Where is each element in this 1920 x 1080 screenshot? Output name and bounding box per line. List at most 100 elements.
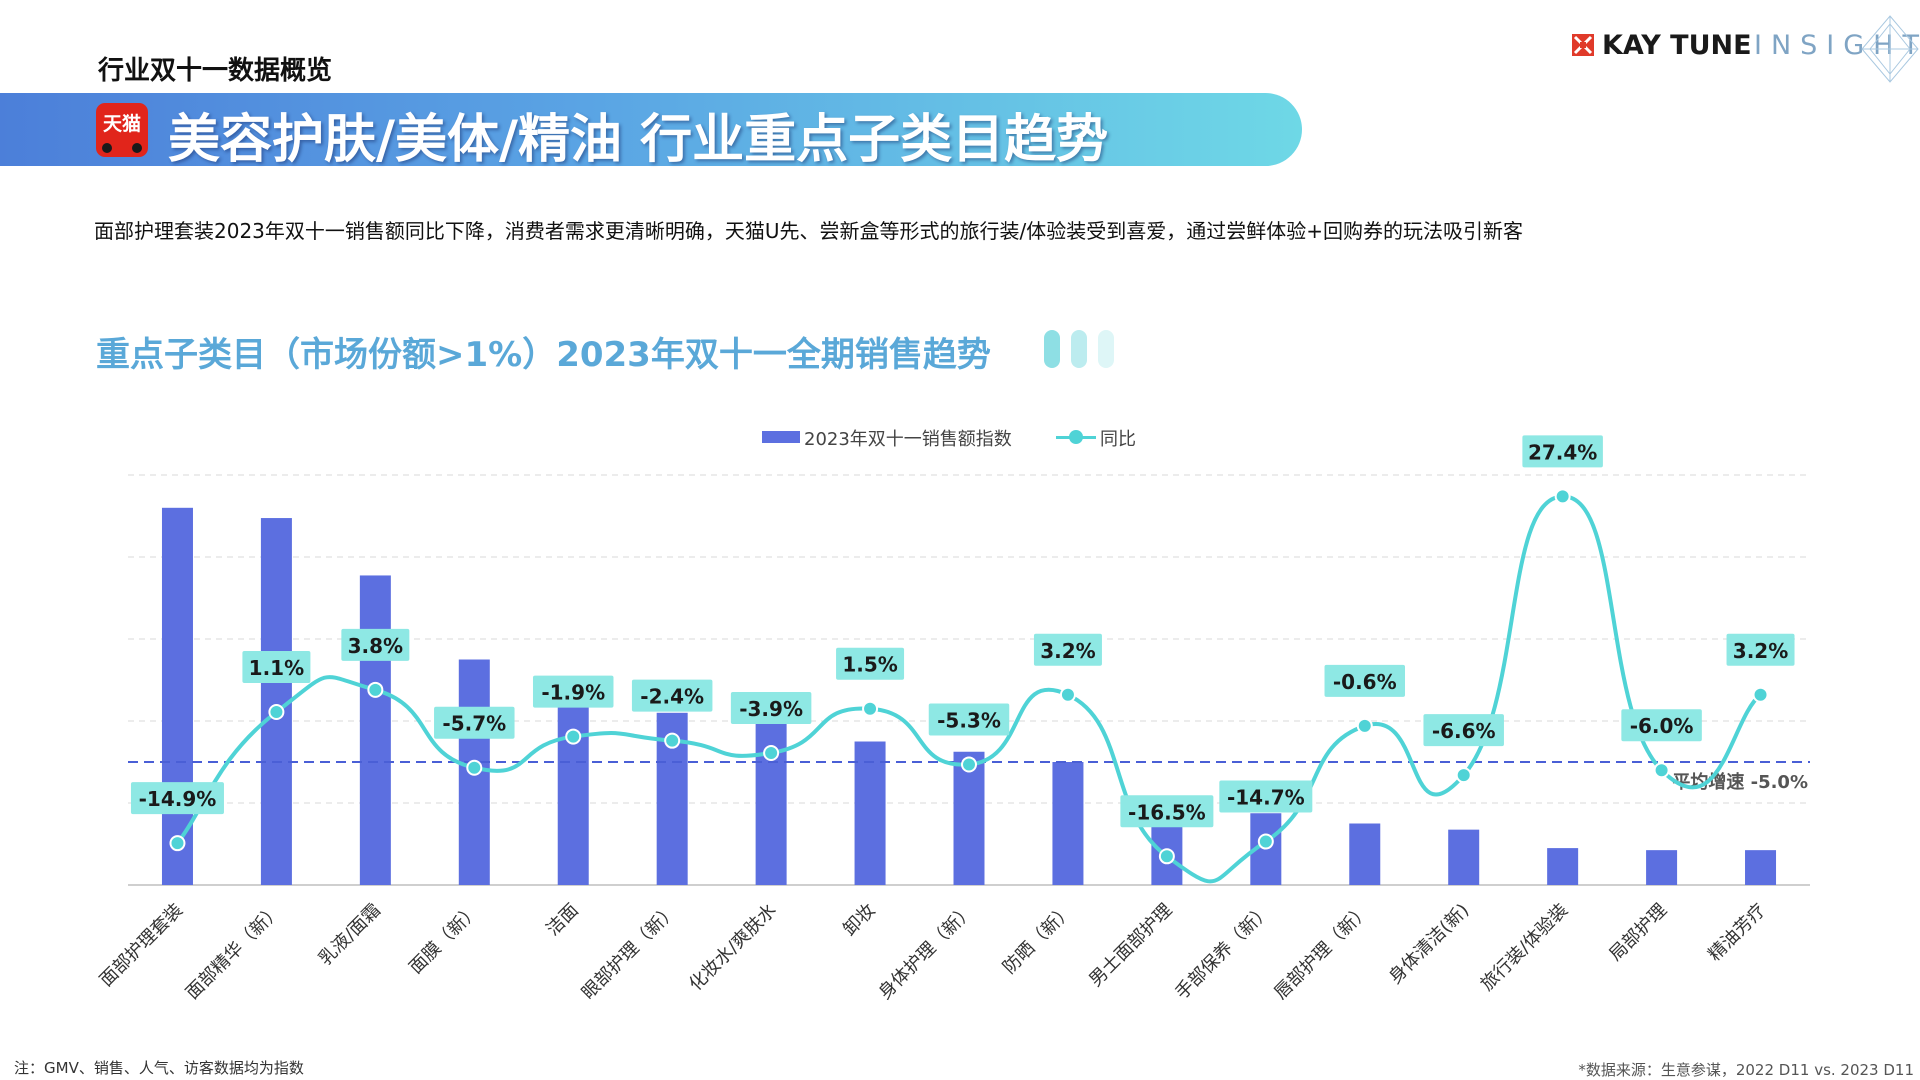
yoy-label-bg-14 bbox=[1522, 435, 1603, 468]
bar-7 bbox=[854, 741, 886, 885]
heading-pill-3 bbox=[1098, 330, 1114, 368]
brand-name: KAY TUNE bbox=[1602, 30, 1752, 61]
yoy-label-bg-15 bbox=[1621, 709, 1702, 742]
yoy-label-bg-13 bbox=[1423, 714, 1504, 747]
yoy-point-9 bbox=[1059, 686, 1076, 703]
heading-pill-1 bbox=[1044, 330, 1060, 368]
yoy-label-bg-6 bbox=[730, 691, 812, 724]
yoy-point-7 bbox=[862, 700, 879, 717]
bar-16 bbox=[1745, 850, 1777, 885]
yoy-label-bg-5 bbox=[631, 679, 713, 712]
yoy-label-1: 1.1% bbox=[249, 656, 304, 680]
x-tick-label-8: 身体护理（新） bbox=[875, 900, 979, 1004]
yoy-label-8: -5.3% bbox=[937, 708, 1001, 732]
yoy-label-14: 27.4% bbox=[1528, 440, 1597, 464]
yoy-label-bg-2 bbox=[341, 628, 410, 661]
yoy-label-bg-12 bbox=[1324, 664, 1406, 697]
yoy-label-5: -2.4% bbox=[640, 685, 704, 709]
yoy-point-8 bbox=[961, 756, 977, 773]
bar-14 bbox=[1547, 848, 1579, 885]
bar-13 bbox=[1448, 829, 1480, 885]
yoy-label-bg-1 bbox=[242, 650, 311, 683]
x-tick-label-12: 唇部护理（新） bbox=[1270, 900, 1374, 1004]
yoy-label-3: -5.7% bbox=[442, 712, 506, 736]
bar-2 bbox=[359, 575, 391, 885]
yoy-point-1 bbox=[268, 703, 285, 720]
yoy-point-12 bbox=[1356, 717, 1373, 734]
banner-title: 美容护肤/美体/精油 行业重点子类目趋势 bbox=[168, 110, 1109, 170]
yoy-label-bg-8 bbox=[928, 703, 1010, 736]
yoy-label-bg-7 bbox=[836, 647, 905, 680]
brand-deco-icon bbox=[1861, 15, 1919, 83]
bar-12 bbox=[1349, 823, 1381, 885]
yoy-label-7: 1.5% bbox=[842, 653, 897, 677]
x-tick-label-15: 局部护理 bbox=[1605, 900, 1671, 966]
yoy-label-2: 3.8% bbox=[348, 634, 403, 658]
legend-bar-label: 2023年双十一销售额指数 bbox=[804, 429, 1012, 450]
section-label: 行业双十一数据概览 bbox=[98, 56, 333, 86]
tmall-logo-eye-right bbox=[132, 143, 142, 153]
legend-line-dot bbox=[1069, 430, 1083, 444]
yoy-label-bg-0 bbox=[130, 782, 224, 815]
brand-logo: KAY TUNE INSIGHTS bbox=[1560, 15, 1920, 83]
data-source: *数据来源：生意参谋，2022 D11 vs. 2023 D11 bbox=[1578, 1061, 1914, 1079]
x-tick-label-3: 面膜（新） bbox=[405, 900, 483, 978]
yoy-point-14 bbox=[1554, 488, 1571, 505]
yoy-label-bg-10 bbox=[1120, 795, 1214, 828]
yoy-point-2 bbox=[367, 681, 384, 698]
legend-line-label: 同比 bbox=[1100, 429, 1136, 450]
x-tick-label-6: 化妆水/爽肤水 bbox=[685, 900, 781, 996]
x-tick-label-4: 洁面 bbox=[542, 900, 582, 940]
yoy-label-9: 3.2% bbox=[1040, 639, 1095, 663]
bar-0 bbox=[161, 507, 193, 885]
yoy-point-5 bbox=[664, 732, 681, 749]
bar-9 bbox=[1052, 762, 1084, 885]
brand-mark-icon bbox=[1572, 34, 1594, 56]
yoy-label-16: 3.2% bbox=[1733, 639, 1788, 663]
yoy-label-0: -14.9% bbox=[139, 787, 217, 811]
yoy-line bbox=[175, 494, 1762, 884]
average-label: 平均增速 -5.0% bbox=[1672, 771, 1808, 793]
x-tick-label-7: 卸妆 bbox=[839, 900, 879, 940]
yoy-point-0 bbox=[169, 835, 186, 852]
bar-15 bbox=[1646, 850, 1678, 885]
x-tick-label-0: 面部护理套装 bbox=[96, 900, 187, 991]
yoy-point-10 bbox=[1158, 848, 1175, 865]
yoy-point-4 bbox=[565, 728, 582, 745]
x-tick-label-13: 身体清洁(新) bbox=[1385, 900, 1473, 988]
x-tick-label-16: 精油芳疗 bbox=[1704, 900, 1770, 966]
chart-heading: 重点子类目（市场份额>1%）2023年双十一全期销售趋势 bbox=[96, 335, 991, 375]
x-tick-label-11: 手部保养（新） bbox=[1171, 900, 1275, 1004]
tmall-logo-text: 天猫 bbox=[102, 113, 141, 135]
yoy-point-6 bbox=[763, 744, 780, 761]
yoy-label-bg-3 bbox=[434, 706, 515, 739]
bar-4 bbox=[557, 698, 589, 885]
tmall-logo: 天猫 bbox=[96, 103, 148, 157]
title-banner bbox=[0, 93, 1302, 166]
yoy-point-3 bbox=[466, 759, 483, 776]
bar-8 bbox=[953, 751, 985, 885]
yoy-label-12: -0.6% bbox=[1333, 670, 1397, 694]
yoy-label-bg-4 bbox=[532, 675, 614, 708]
summary-text: 面部护理套装2023年双十一销售额同比下降，消费者需求更清晰明确，天猫U先、尝新… bbox=[94, 219, 1524, 243]
yoy-label-13: -6.6% bbox=[1432, 719, 1496, 743]
x-tick-label-5: 眼部护理（新） bbox=[578, 900, 682, 1004]
yoy-label-11: -14.7% bbox=[1227, 786, 1305, 810]
yoy-label-bg-9 bbox=[1033, 633, 1102, 666]
yoy-label-bg-16 bbox=[1726, 633, 1795, 666]
brand-insights: INSIGHTS bbox=[1754, 30, 1920, 61]
tmall-logo-eye-left bbox=[102, 143, 112, 153]
x-tick-label-10: 男士面部护理 bbox=[1085, 900, 1176, 991]
yoy-label-bg-11 bbox=[1219, 780, 1313, 813]
x-tick-label-2: 乳液/面霜 bbox=[315, 900, 385, 970]
yoy-point-13 bbox=[1455, 767, 1472, 784]
legend-bar-swatch bbox=[762, 431, 800, 443]
x-tick-label-9: 防晒（新） bbox=[999, 900, 1077, 978]
yoy-point-15 bbox=[1653, 762, 1670, 779]
yoy-label-6: -3.9% bbox=[739, 697, 803, 721]
yoy-label-10: -16.5% bbox=[1128, 800, 1206, 824]
yoy-point-11 bbox=[1257, 833, 1274, 850]
x-tick-label-14: 旅行装/体验装 bbox=[1477, 900, 1573, 996]
yoy-label-4: -1.9% bbox=[541, 681, 605, 705]
